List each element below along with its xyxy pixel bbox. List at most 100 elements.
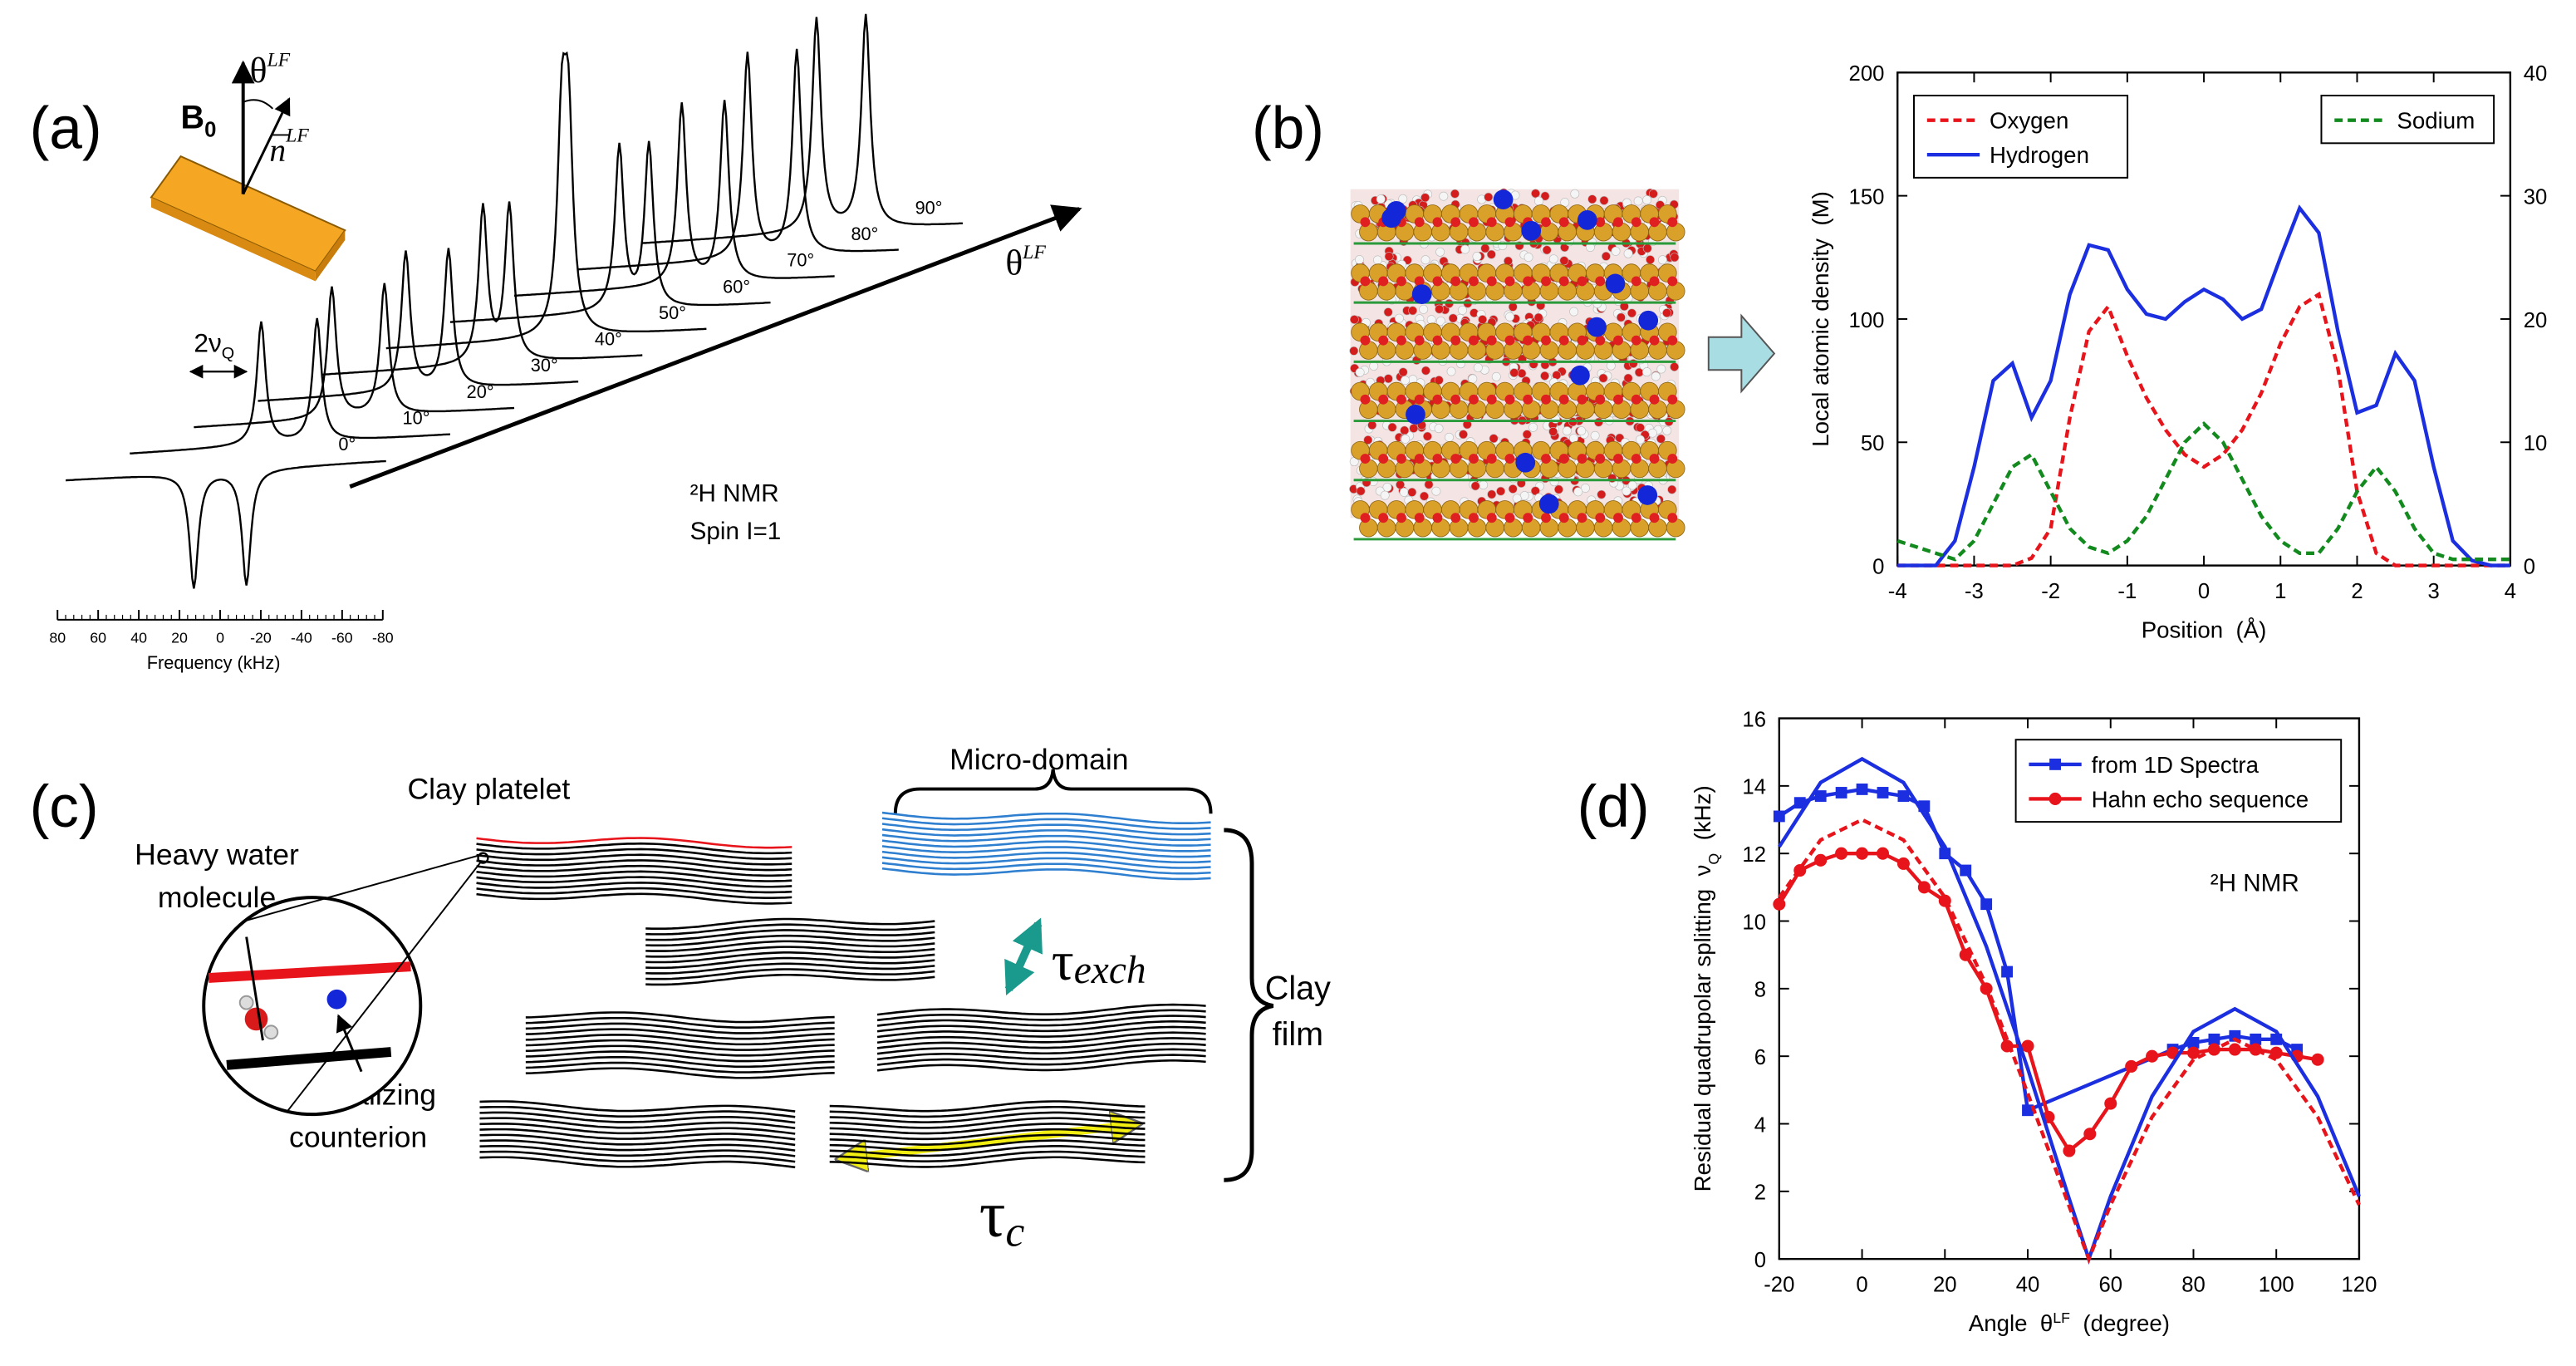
clay-film-label: Clay [1265, 970, 1331, 1007]
clay-sheet [829, 1123, 1146, 1135]
frequency-tick-label: -60 [331, 630, 353, 646]
atom [1458, 305, 1467, 315]
oxygen-atom [1541, 454, 1551, 464]
atom [1540, 191, 1550, 201]
oxygen-atom [1450, 335, 1461, 346]
frequency-tick-label: 0 [216, 630, 224, 646]
oxygen-atom [1396, 394, 1406, 405]
theta-label: θLF [250, 49, 291, 91]
atom [1496, 486, 1506, 496]
brace [1224, 828, 1274, 1182]
oxygen-atom [1414, 335, 1425, 346]
frequency-tick-label: 40 [130, 630, 147, 646]
clay-sheet [645, 968, 935, 980]
atom [1590, 430, 1600, 440]
legend-box [2014, 739, 2343, 823]
oxygen-atom [1595, 276, 1606, 287]
atom [1656, 364, 1666, 374]
sodium-atom [1605, 273, 1626, 294]
oxygen-atom [1450, 276, 1461, 287]
tau-exch-label: τexch [1052, 930, 1146, 992]
atom [1420, 491, 1429, 501]
clay-sheet [881, 862, 1211, 875]
sodium-atom [1386, 200, 1406, 221]
marker [1980, 898, 1993, 911]
y-axis-label-part: Q [1705, 853, 1722, 865]
annotation: ²H NMR [2210, 870, 2299, 897]
oxygen-atom [1649, 513, 1660, 523]
spectrum [194, 283, 515, 429]
heavy-water-label: molecule [158, 881, 276, 914]
clay-sheet [876, 1042, 1206, 1055]
oxygen-atom [1360, 276, 1371, 287]
oxygen-atom [1631, 513, 1641, 523]
clay-sheet [881, 845, 1211, 858]
atom [1376, 194, 1386, 204]
oxygen-atom [1396, 335, 1406, 346]
series-line [1777, 852, 2318, 1154]
atom [1424, 479, 1434, 489]
legend-label: Hahn echo sequence [2092, 786, 2309, 812]
atom [1633, 196, 1643, 206]
spin-label: Spin I=1 [690, 518, 782, 545]
oxygen-atom [1631, 454, 1641, 464]
oxygen-atom [1504, 454, 1515, 464]
sodium-atom [1577, 210, 1597, 230]
atom [1478, 315, 1488, 324]
oxygen-atom [1649, 217, 1660, 228]
marker [1856, 783, 1868, 795]
atom [1450, 189, 1460, 199]
atom [1534, 196, 1543, 206]
pointer [245, 936, 264, 1041]
marker [2063, 1144, 2076, 1157]
oxygen-atom [1486, 276, 1497, 287]
atom [1553, 484, 1563, 494]
platelet-edge [150, 197, 316, 282]
atom [1401, 434, 1411, 444]
legend-label: Hydrogen [1990, 142, 2089, 168]
clay-sheet [525, 1034, 835, 1046]
x-tick-label: 80 [2181, 1274, 2206, 1297]
atom [1623, 248, 1633, 258]
panel-b [1349, 188, 1776, 541]
y-axis-label-part: (kHz) [1690, 785, 1715, 853]
angle-label: 50° [659, 302, 686, 323]
series-line [1778, 787, 2299, 1113]
series-line [1897, 291, 2510, 568]
atom [1642, 243, 1652, 253]
atom [1656, 434, 1666, 444]
x-axis-label-part: Position (Å) [2142, 617, 2267, 643]
oxygen-atom [1613, 454, 1623, 464]
clay-sheet [645, 929, 935, 941]
atom [1667, 484, 1677, 494]
clay-sheet [881, 817, 1211, 830]
y-tick-label: 0 [1754, 1249, 1766, 1272]
atom [1641, 367, 1651, 377]
y2-tick-label: 0 [2524, 555, 2535, 578]
atom [1522, 430, 1532, 440]
atom [1642, 195, 1652, 205]
oxygen-atom [1595, 335, 1606, 346]
inset-circle [202, 896, 423, 1117]
atom [1480, 243, 1490, 253]
legend-marker [2049, 792, 2062, 805]
clay-sheet [876, 1037, 1206, 1049]
angle-arc [243, 99, 273, 110]
sodium-atom [1493, 189, 1514, 210]
marker [2022, 1104, 2034, 1117]
clay-sheet [881, 833, 1211, 847]
atom [1562, 426, 1572, 436]
spectrum [642, 13, 963, 244]
atom [1549, 477, 1559, 487]
atom [1409, 424, 1419, 433]
oxygen-atom [1360, 394, 1371, 405]
atom [1486, 249, 1496, 259]
oxygen-atom [1577, 513, 1587, 523]
frequency-tick-label: 80 [49, 630, 66, 646]
oxygen-atom [1486, 513, 1497, 523]
oxygen-atom [1631, 335, 1641, 346]
panel-c: Clay platelet Micro-domain Heavy water m… [135, 743, 1331, 1256]
marker [2269, 1046, 2283, 1059]
oxygen-atom [1432, 217, 1443, 228]
